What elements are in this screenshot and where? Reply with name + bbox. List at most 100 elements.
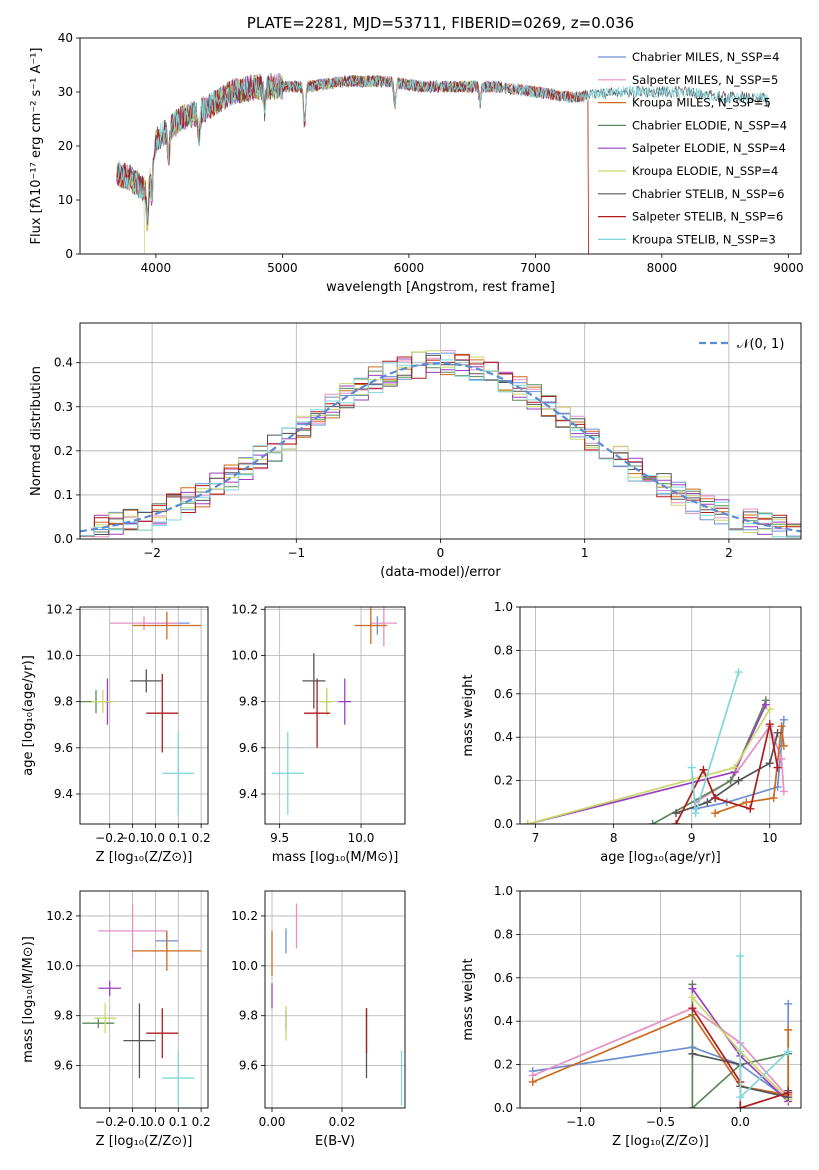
weight-marker [730,763,739,772]
errorbar-point [354,607,388,644]
weight-marker [688,993,697,1002]
y-tick-label: 9.6 [239,1059,258,1073]
errorbar-point [132,611,202,640]
chart-title: PLATE=2281, MJD=53711, FIBERID=0269, z=0… [247,14,634,32]
x-tick-label: 0.1 [169,831,188,845]
y-tick-label: 10.0 [231,959,258,973]
weight-line [691,984,789,1108]
y-axis-label: mass weight [461,674,476,756]
y-tick-label: 0.0 [494,817,513,831]
x-axis-label: Z [log₁₀(Z/Z⊙)] [96,850,193,865]
spectrum-series-line [116,74,770,225]
y-tick-label: 9.8 [239,1009,258,1023]
legend-label: Kroupa MILES, N_SSP=5 [632,96,771,110]
x-tick-label: 0.00 [259,1115,286,1129]
weight-marker [777,722,786,731]
chart-massweight-vs-Z: −1.0 −0.5 0.0 0.0 0.2 0.4 0.6 0.8 1.0 Z [log₁₀(Z/… [461,884,802,1149]
spectrum-series-line [116,75,589,254]
legend-label: Chabrier MILES, N_SSP=4 [632,50,779,64]
y-axis-label: mass weight [461,958,476,1040]
axes-frame [79,322,802,540]
x-tick-label: 8000 [647,261,678,275]
weight-marker [734,776,743,785]
weight-marker [528,1077,537,1086]
spectrum-series-line [116,74,589,254]
weight-marker [699,765,708,774]
weight-marker [523,820,532,824]
spectrum-series-line [116,73,509,254]
x-tick-label: 0.02 [329,1115,356,1129]
weight-line [695,719,785,810]
y-tick-label: 10.0 [46,648,73,662]
y-tick-label: 9.4 [54,787,73,801]
x-tick-label: −0.5 [646,1115,675,1129]
legend: 𝒩(0, 1) [699,337,784,352]
x-tick-label: −1.0 [566,1115,595,1129]
y-axis-label: Flux [fλ10⁻¹⁷ erg cm⁻² s⁻¹ A⁻¹] [29,48,44,245]
weight-marker [746,804,755,813]
x-tick-label: −0.1 [118,1115,147,1129]
errorbar-point [130,669,163,693]
weight-marker [688,984,697,993]
errorbar-point [98,903,167,959]
weight-marker [734,668,743,677]
plot-area [271,903,403,1106]
histogram-step [80,358,801,538]
chart-mass-vs-ebv: 0.00 0.02 9.6 9.8 10.0 10.2 E(B-V) [231,890,406,1149]
histogram-step [80,359,801,538]
weight-marker [784,1088,793,1097]
x-tick-label: 9 [688,831,696,845]
errorbar-point [146,673,179,753]
chart-age-vs-Z: −0.2−0.10.0 0.1 0.2 9.4 9.6 9.8 10.0 10.2 Z [log… [21,602,211,865]
weight-marker [773,728,782,737]
y-tick-label: 0.8 [494,643,513,657]
plot-area [80,611,202,815]
x-axis-label: wavelength [Angstrom, rest frame] [326,280,555,295]
y-tick-label: 9.6 [54,1059,73,1073]
errorbar-point [162,1050,195,1106]
y-tick-label: 1.0 [494,600,513,614]
x-tick-label: −0.1 [118,831,147,845]
x-axis-label: mass [log₁₀(M/M⊙)] [272,850,399,865]
y-tick-label: 9.8 [239,695,258,709]
weight-marker [765,704,774,713]
y-tick-label: 0.0 [54,532,73,546]
weight-marker [711,793,720,802]
legend-label: Salpeter ELODIE, N_SSP=4 [632,141,786,155]
errorbar-point [98,980,122,996]
spectrum-series-line [116,73,587,224]
x-tick-label: 8 [610,831,618,845]
y-tick-label: 0 [65,247,73,261]
x-tick-label: −0.2 [95,1115,124,1129]
weight-marker [784,1025,793,1034]
y-tick-label: 0.2 [54,444,73,458]
errorbar-point [82,1018,115,1029]
y-axis-label: Normed distribution [29,366,44,496]
x-axis-label: E(B-V) [315,1134,355,1149]
plot-area [82,903,202,1106]
weight-marker [777,754,786,763]
chart-massweight-vs-age: 7 8 9 10 0.0 0.2 0.4 0.6 0.8 1.0 age [log₁₀(age/yr… [461,600,802,865]
legend: Chabrier MILES, N_SSP=4 Salpeter MILES, N… [598,50,787,246]
chart-spectrum: 4000 5000 6000 7000 8000 9000 0 10 20 30 40 wavelen… [29,14,804,295]
weight-marker [761,700,770,709]
weight-marker [687,763,696,772]
y-tick-label: 0.6 [494,971,513,985]
y-tick-label: 0.2 [494,1058,513,1072]
axes-frame [264,606,406,825]
x-tick-label: 9000 [773,261,804,275]
plot-area [528,952,793,1108]
x-tick-label: 0.1 [169,1115,188,1129]
weight-marker [688,1104,697,1108]
errorbar-point [109,616,179,631]
errorbar-point [93,1003,117,1034]
plot-area [116,73,770,254]
weight-marker [736,952,745,961]
x-tick-label: −0.2 [95,831,124,845]
spectrum-series-line [116,73,586,227]
y-tick-label: 10.0 [46,959,73,973]
y-tick-label: 1.0 [494,884,513,898]
y-tick-label: 0.8 [494,927,513,941]
legend-label: Chabrier STELIB, N_SSP=6 [632,187,784,201]
axes-frame [79,606,209,825]
